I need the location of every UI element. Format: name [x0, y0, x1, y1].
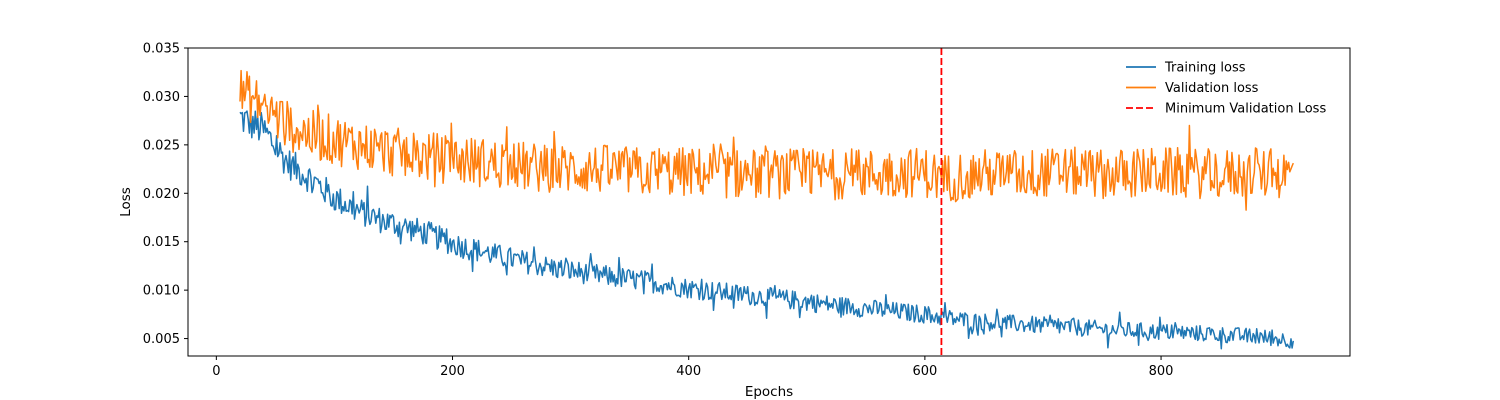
y-tick-label: 0.015 [143, 235, 180, 250]
x-tick-label: 800 [1149, 364, 1174, 379]
series-line-training-loss [239, 109, 1295, 350]
series-line-validation-loss [239, 69, 1294, 211]
y-tick-label: 0.035 [143, 42, 180, 57]
y-axis-label: Loss [118, 187, 134, 217]
y-tick-label: 0.005 [143, 332, 180, 347]
x-tick-label: 0 [212, 364, 220, 379]
y-tick-label: 0.025 [143, 138, 180, 153]
legend-label: Validation loss [1165, 81, 1259, 96]
series-layer [239, 48, 1295, 356]
legend-label: Training loss [1164, 61, 1246, 76]
x-axis-ticks: 0 200 400 600 800 [212, 356, 1173, 379]
y-tick-label: 0.030 [143, 90, 180, 105]
x-tick-label: 200 [440, 364, 465, 379]
x-tick-label: 600 [912, 364, 937, 379]
legend-label: Minimum Validation Loss [1165, 102, 1326, 117]
y-axis-ticks: 0.005 0.010 0.015 0.020 0.025 0.030 0.035 [143, 42, 188, 347]
y-tick-label: 0.020 [143, 187, 180, 202]
x-tick-label: 400 [676, 364, 701, 379]
x-axis-label: Epochs [745, 384, 793, 400]
plot-frame [187, 47, 1351, 357]
y-tick-label: 0.010 [143, 284, 180, 299]
legend: Training loss Validation loss Minimum Vali… [1126, 61, 1326, 117]
